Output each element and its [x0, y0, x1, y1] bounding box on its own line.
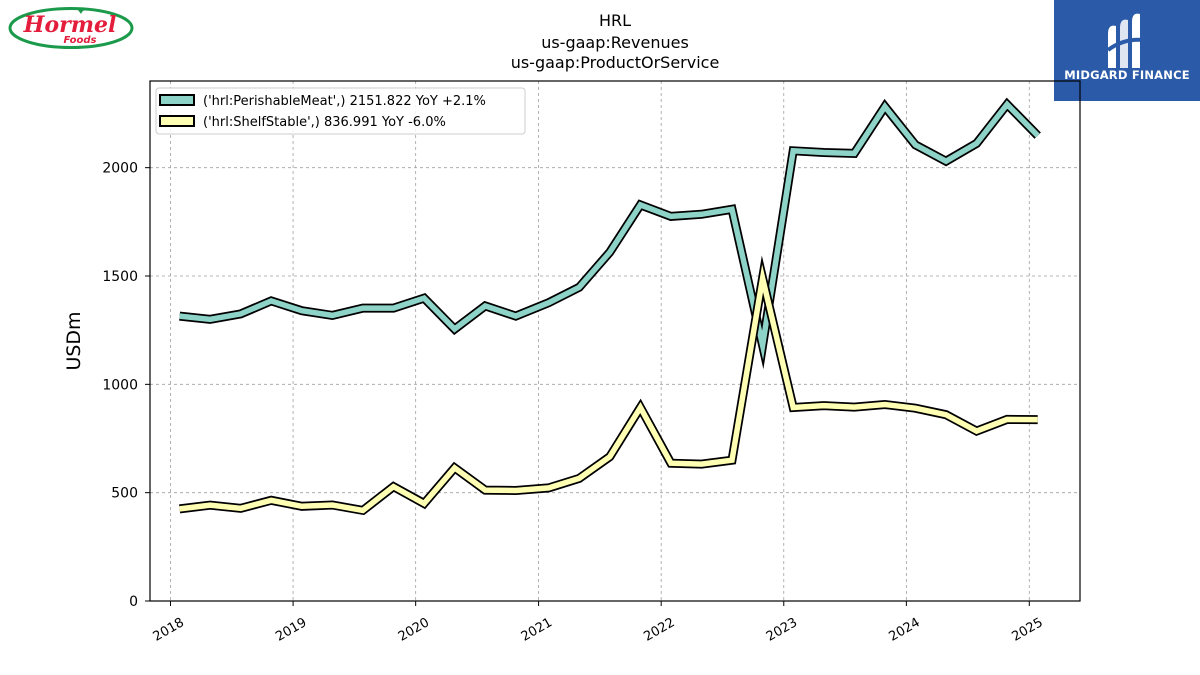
- series-0-line: [179, 100, 1040, 360]
- legend-swatch-1: [159, 115, 195, 127]
- y-tick-label: 500: [111, 486, 138, 502]
- y-tick-label: 1000: [102, 377, 138, 393]
- legend-swatch-0: [159, 94, 195, 106]
- x-tick-label: 2021: [519, 615, 555, 645]
- chart-title: HRL: [598, 11, 632, 30]
- y-tick-label: 0: [129, 594, 138, 610]
- legend: ('hrl:PerishableMeat',) 2151.822 YoY +2.…: [155, 87, 526, 135]
- x-tick-label: 2025: [1009, 615, 1045, 645]
- y-axis-label: USDm: [63, 311, 85, 370]
- logo-sub-text: Foods: [64, 35, 97, 46]
- x-tick-label: 2020: [396, 615, 432, 645]
- legend-label-0: ('hrl:PerishableMeat',) 2151.822 YoY +2.…: [203, 94, 486, 109]
- x-tick-label: 2023: [764, 615, 800, 645]
- chart-subtitle-1: us-gaap:Revenues: [541, 33, 689, 52]
- y-tick-label: 1500: [102, 269, 138, 285]
- y-axis: 0 500 1000 1500 2000: [102, 161, 150, 610]
- y-tick-label: 2000: [102, 161, 138, 177]
- legend-box: [155, 87, 526, 135]
- series-1-line: [179, 264, 1038, 514]
- chart-subtitle-2: us-gaap:ProductOrService: [510, 53, 720, 72]
- midgard-finance-logo: MIDGARD FINANCE: [1054, 0, 1200, 101]
- logo-main-text: Hormel: [23, 12, 117, 38]
- legend-label-1: ('hrl:ShelfStable',) 836.991 YoY -6.0%: [203, 115, 446, 130]
- axes-frame: [149, 80, 1081, 602]
- x-axis: 2018 2019 2020 2021 2022 2023 2024 2025: [151, 601, 1046, 645]
- midgard-emblem-icon: [1106, 13, 1145, 68]
- x-tick-label: 2022: [641, 615, 677, 645]
- series-lines: [179, 97, 1041, 516]
- hormel-foods-logo: Hormel Foods: [8, 7, 134, 49]
- midgard-logo-text: MIDGARD FINANCE: [1064, 68, 1190, 82]
- x-tick-label: 2024: [887, 615, 923, 645]
- x-tick-label: 2018: [151, 615, 187, 645]
- x-tick-label: 2019: [273, 615, 309, 645]
